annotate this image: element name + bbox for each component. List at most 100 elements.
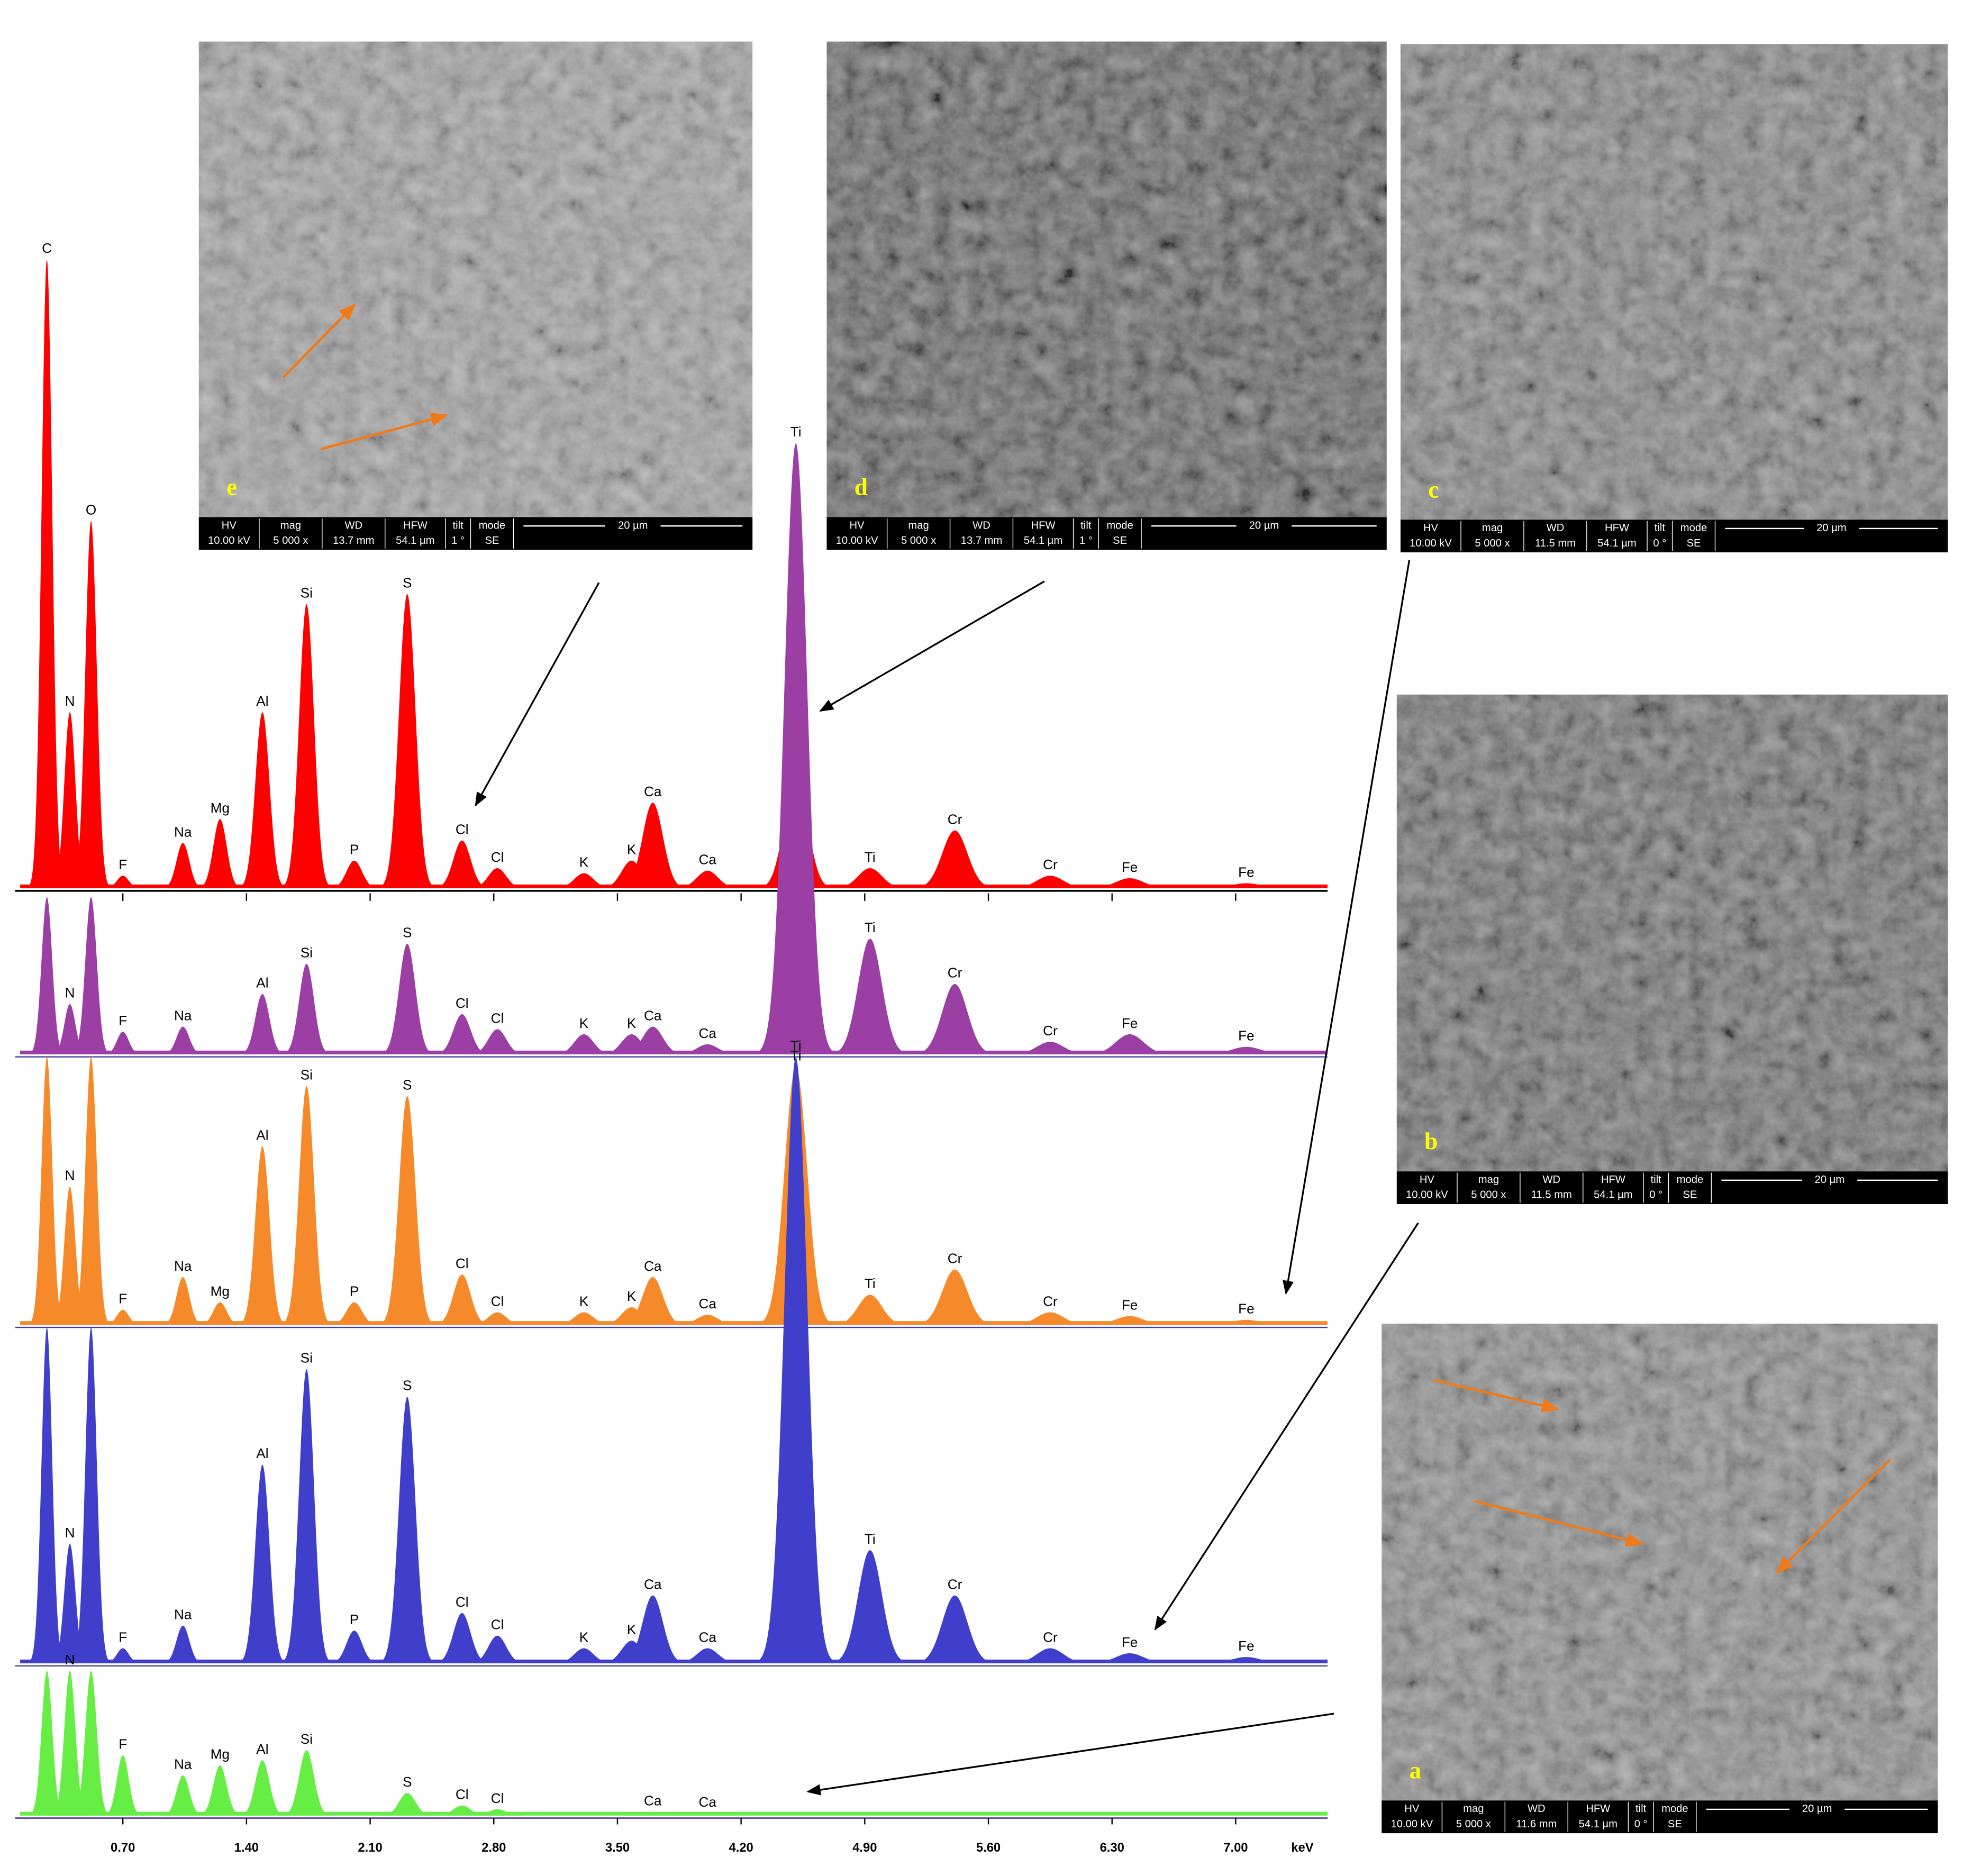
peak-label: Ca <box>698 1025 716 1041</box>
sem-texture <box>826 41 1387 517</box>
peak-label: Ca <box>644 1576 662 1592</box>
peak-label: Na <box>174 1756 192 1772</box>
peak <box>427 1014 497 1054</box>
peak <box>157 1277 209 1325</box>
peak <box>461 1312 533 1325</box>
info-value: 10.00 kV <box>208 535 250 547</box>
peak <box>48 1544 92 1664</box>
info-value: 5 000 x <box>1456 1818 1491 1830</box>
scale-label: 20 µm <box>618 520 648 531</box>
peak <box>1186 1657 1306 1664</box>
sem-panel: e HV 10.00 kV mag 5 000 x WD 13.7 mm HFW 54.1 µm… <box>198 41 753 550</box>
spectrum: N F Na Mg Al Si P S Cl Cl K K Ca Ca Ti Ti Cr Cr Fe Fe <box>15 1048 1328 1328</box>
peak <box>996 1042 1104 1054</box>
peak-label: Cl <box>491 1790 504 1806</box>
sem-texture <box>1382 1323 1938 1801</box>
info-bar <box>1382 1800 1938 1834</box>
peak <box>822 939 918 1054</box>
info-header: HV <box>1423 522 1439 534</box>
peak-label: Al <box>256 975 268 991</box>
peak <box>99 1032 147 1054</box>
arrow <box>1474 1499 1644 1547</box>
x-tick-label: 1.40 <box>234 1841 259 1855</box>
peak-label: Al <box>256 693 268 709</box>
peak <box>99 1755 147 1816</box>
peak-label: F <box>119 857 127 872</box>
info-header: tilt <box>1080 520 1092 531</box>
info-value: SE <box>485 535 499 547</box>
peak <box>665 870 750 889</box>
sem-images: e HV 10.00 kV mag 5 000 x WD 13.7 mm HFW 54.1 µm… <box>198 41 1948 1834</box>
peak-label: Ca <box>698 852 716 868</box>
peak <box>461 1809 533 1816</box>
peak-label: Cl <box>491 1293 504 1309</box>
peak-label: Cr <box>1043 1023 1058 1039</box>
peak-label: N <box>65 1525 75 1541</box>
peak <box>822 1295 918 1325</box>
peak-label: Cl <box>456 1787 469 1802</box>
info-value: 0 ° <box>1653 538 1666 549</box>
info-value: 5 000 x <box>901 535 936 547</box>
info-header: HV <box>222 520 237 531</box>
peak <box>665 1315 750 1325</box>
peak-label: Na <box>174 1607 192 1623</box>
spectrum: N F Na Mg Al Si S Cl Cl Ca Ca <box>15 1652 1328 1819</box>
x-tick-label: 5.60 <box>976 1841 1001 1855</box>
peak-label: Na <box>174 1008 192 1024</box>
peak-label: F <box>119 1736 127 1752</box>
peak-label: F <box>119 1013 127 1028</box>
peak <box>1186 883 1306 889</box>
info-header: mode <box>479 520 506 531</box>
feature-arrows <box>282 303 1891 1574</box>
peak <box>374 943 440 1054</box>
x-tick-label: 4.20 <box>729 1841 753 1855</box>
peak <box>461 1029 533 1054</box>
peak <box>157 1625 209 1664</box>
info-header: HFW <box>1605 522 1629 534</box>
peak-label: Ca <box>644 1258 662 1274</box>
info-header: mode <box>1680 522 1707 534</box>
x-unit: keV <box>1291 1841 1313 1855</box>
sem-texture <box>1396 694 1948 1172</box>
peak-label: Ca <box>698 1794 716 1810</box>
peak <box>157 1026 209 1054</box>
scale-label: 20 µm <box>1815 1174 1845 1186</box>
peak <box>427 1805 497 1816</box>
peak-label: S <box>403 575 412 590</box>
peak-label: Cl <box>456 822 469 837</box>
peak <box>822 868 918 889</box>
peak <box>234 1464 291 1664</box>
info-header: tilt <box>453 520 464 531</box>
peak-label: Ti <box>790 1038 802 1054</box>
peak <box>68 1057 114 1325</box>
info-value: 1 ° <box>451 535 465 547</box>
peak <box>592 1034 672 1054</box>
peak <box>234 712 291 889</box>
peak <box>1074 878 1186 889</box>
sem-panel: d HV 10.00 kV mag 5 000 x WD 13.7 mm HFW 54.1 µm… <box>826 41 1387 550</box>
peak-label: K <box>627 1015 637 1031</box>
peak <box>427 840 497 889</box>
info-value: 11.6 mm <box>1516 1818 1557 1830</box>
peak <box>592 1307 672 1325</box>
peak <box>374 594 440 889</box>
peak-label: K <box>627 1622 637 1637</box>
continuum <box>20 1811 1328 1816</box>
peak-label: Ca <box>644 1008 662 1024</box>
panel-letter: c <box>1428 476 1439 503</box>
peak-label: Cl <box>491 849 504 865</box>
peak <box>545 1312 623 1325</box>
info-value: 54.1 µm <box>1594 1189 1632 1201</box>
info-bar <box>198 517 753 550</box>
peak-label: Ca <box>644 784 662 799</box>
arrow <box>1775 1459 1891 1574</box>
peak <box>25 1327 68 1664</box>
peak <box>25 1057 68 1325</box>
info-value: 5 000 x <box>1471 1189 1506 1201</box>
peak <box>277 963 337 1054</box>
peak <box>193 819 247 889</box>
scale-label: 20 µm <box>1802 1803 1832 1815</box>
peak <box>665 1813 750 1816</box>
info-header: WD <box>973 520 990 531</box>
